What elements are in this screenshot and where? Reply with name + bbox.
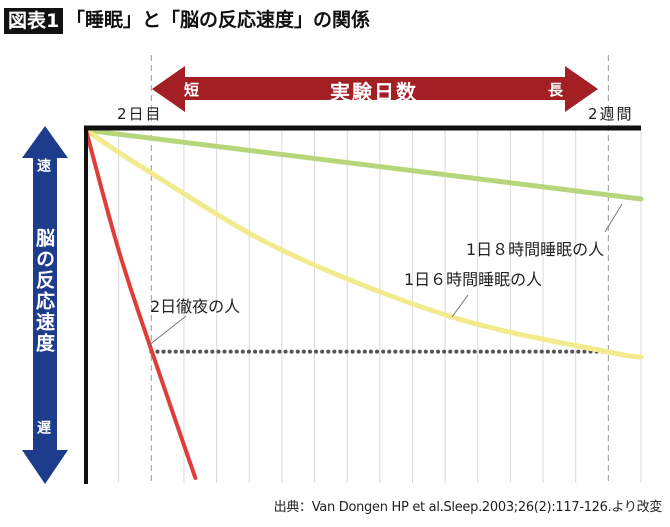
x-arrow-short: 短 (184, 81, 200, 99)
series-line-6h (83, 127, 644, 360)
series-label-6h: 1日６時間睡眠の人 (404, 270, 543, 289)
source-note: 出典：Van Dongen HP et al.Sleep.2003;26(2):… (273, 500, 663, 515)
y-arrow-fast: 速 (35, 158, 51, 174)
x-axis-label: 実験日数 (330, 80, 418, 104)
series-line-8h (83, 127, 644, 202)
y-arrow-slow: 遅 (35, 420, 51, 436)
x-tick-label: 2週間 (588, 105, 634, 123)
x-axis-arrow (152, 66, 598, 112)
series-label-allnight: 2日徹夜の人 (150, 297, 241, 316)
figure-badge: 図表1 (4, 8, 64, 34)
series-label-8h: 1日８時間睡眠の人 (466, 240, 605, 259)
series-line-allnight (84, 128, 198, 481)
leader-allnight (147, 315, 187, 347)
x-tick-label: 2日目 (117, 105, 163, 123)
x-arrow-long: 長 (548, 81, 564, 99)
y-axis-label: 脳の反応速度 (33, 228, 55, 354)
leader-6h (451, 294, 469, 318)
leader-8h (604, 203, 623, 233)
chart-title: 「睡眠」と「脳の反応速度」の関係 (66, 9, 371, 31)
y-axis-arrow (22, 126, 68, 484)
